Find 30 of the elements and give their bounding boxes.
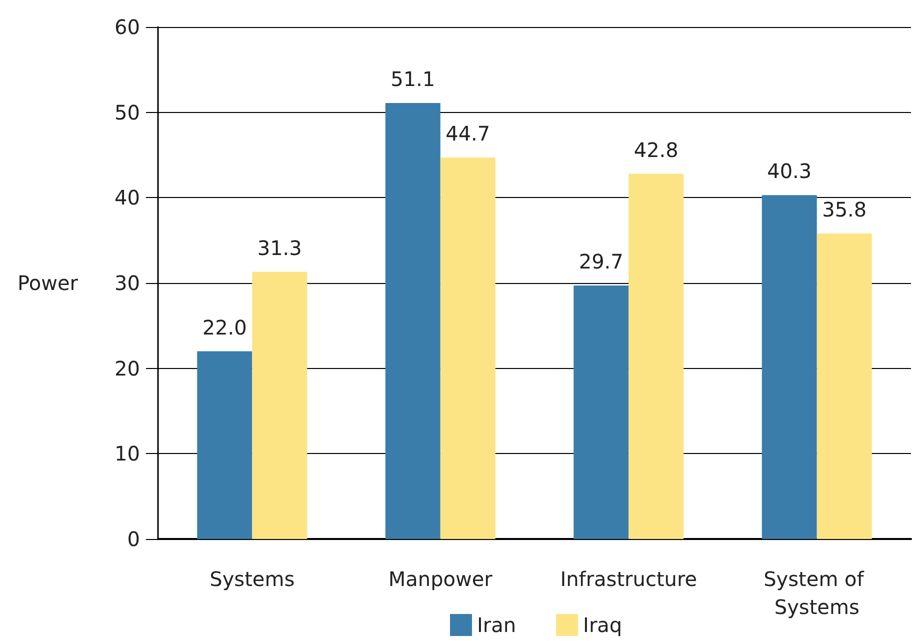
y-axis-title: Power: [18, 271, 79, 295]
bar: [574, 286, 629, 539]
bar: [197, 351, 252, 539]
data-label: 35.8: [822, 198, 867, 222]
bar: [762, 195, 817, 539]
bar: [440, 158, 496, 539]
legend-label: Iraq: [583, 613, 622, 637]
data-label: 29.7: [578, 250, 624, 274]
legend-label: Iran: [477, 613, 516, 637]
data-label: 44.7: [446, 122, 490, 146]
y-tick-label: 20: [114, 356, 140, 380]
data-label: 40.3: [767, 159, 812, 184]
bar: [816, 234, 872, 539]
bar: [385, 102, 440, 539]
y-tick-label: 60: [114, 15, 140, 39]
x-tick-label: Systems: [210, 567, 295, 591]
x-tick-label: System of Systems: [764, 567, 870, 619]
y-tick-label: 50: [114, 100, 140, 124]
y-tick-label: 30: [114, 271, 140, 295]
bar: [252, 272, 308, 539]
data-label: 22.0: [202, 315, 247, 340]
data-label: 51.1: [390, 66, 436, 91]
data-label: 42.8: [634, 138, 678, 162]
y-tick-label: 40: [114, 186, 140, 210]
y-tick-label: 0: [127, 527, 140, 551]
bar: [628, 174, 684, 539]
x-tick-label: Infrastructure: [560, 567, 698, 591]
data-label: 31.3: [257, 236, 302, 260]
x-tick-label: Manpower: [388, 567, 494, 591]
y-tick-label: 10: [114, 442, 140, 466]
